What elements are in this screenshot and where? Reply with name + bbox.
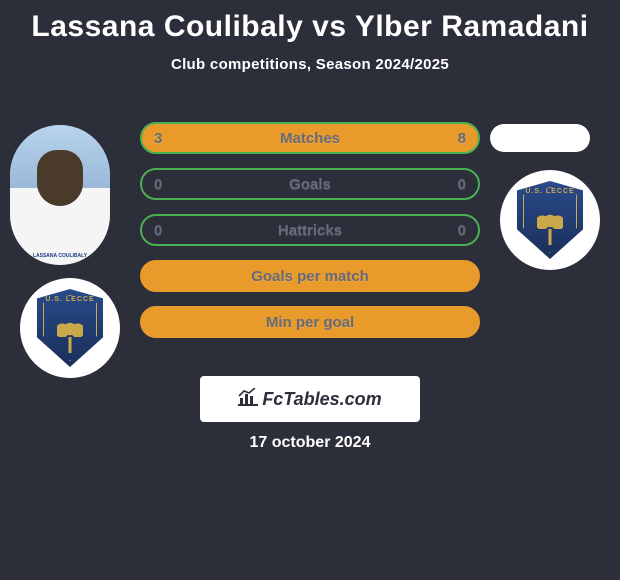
stat-label: Matches [280,130,340,147]
stat-left-value: 0 [154,222,162,239]
stat-left-value: 3 [154,130,162,147]
stat-label: Min per goal [266,314,354,331]
chart-icon [238,388,258,411]
player1-club-badge: U.S. LECCE [20,278,120,378]
stat-label: Goals [289,176,331,193]
stat-row-goals-per-match: Goals per match [140,260,480,292]
club-badge-label: U.S. LECCE [37,296,103,303]
page-subtitle: Club competitions, Season 2024/2025 [0,56,620,73]
stat-right-value: 8 [458,130,466,147]
stat-row-goals: 0 Goals 0 [140,168,480,200]
stat-row-matches: 3 Matches 8 [140,122,480,154]
player2-club-badge: U.S. LECCE [500,170,600,270]
stat-label: Hattricks [278,222,342,239]
page-title: Lassana Coulibaly vs Ylber Ramadani [0,0,620,44]
site-logo-text: FcTables.com [262,389,381,410]
stat-left-value: 0 [154,176,162,193]
stat-right-value: 0 [458,176,466,193]
stat-label: Goals per match [251,268,369,285]
club-badge-label: U.S. LECCE [517,188,583,195]
player2-avatar [490,124,590,152]
stat-row-min-per-goal: Min per goal [140,306,480,338]
player1-avatar: LASSANA COULIBALY [10,125,110,265]
comparison-bars: 3 Matches 8 0 Goals 0 0 Hattricks 0 Goals per mat… [140,122,480,352]
stat-right-value: 0 [458,222,466,239]
date-label: 17 october 2024 [0,434,620,452]
site-logo: FcTables.com [200,376,420,422]
stat-row-hattricks: 0 Hattricks 0 [140,214,480,246]
